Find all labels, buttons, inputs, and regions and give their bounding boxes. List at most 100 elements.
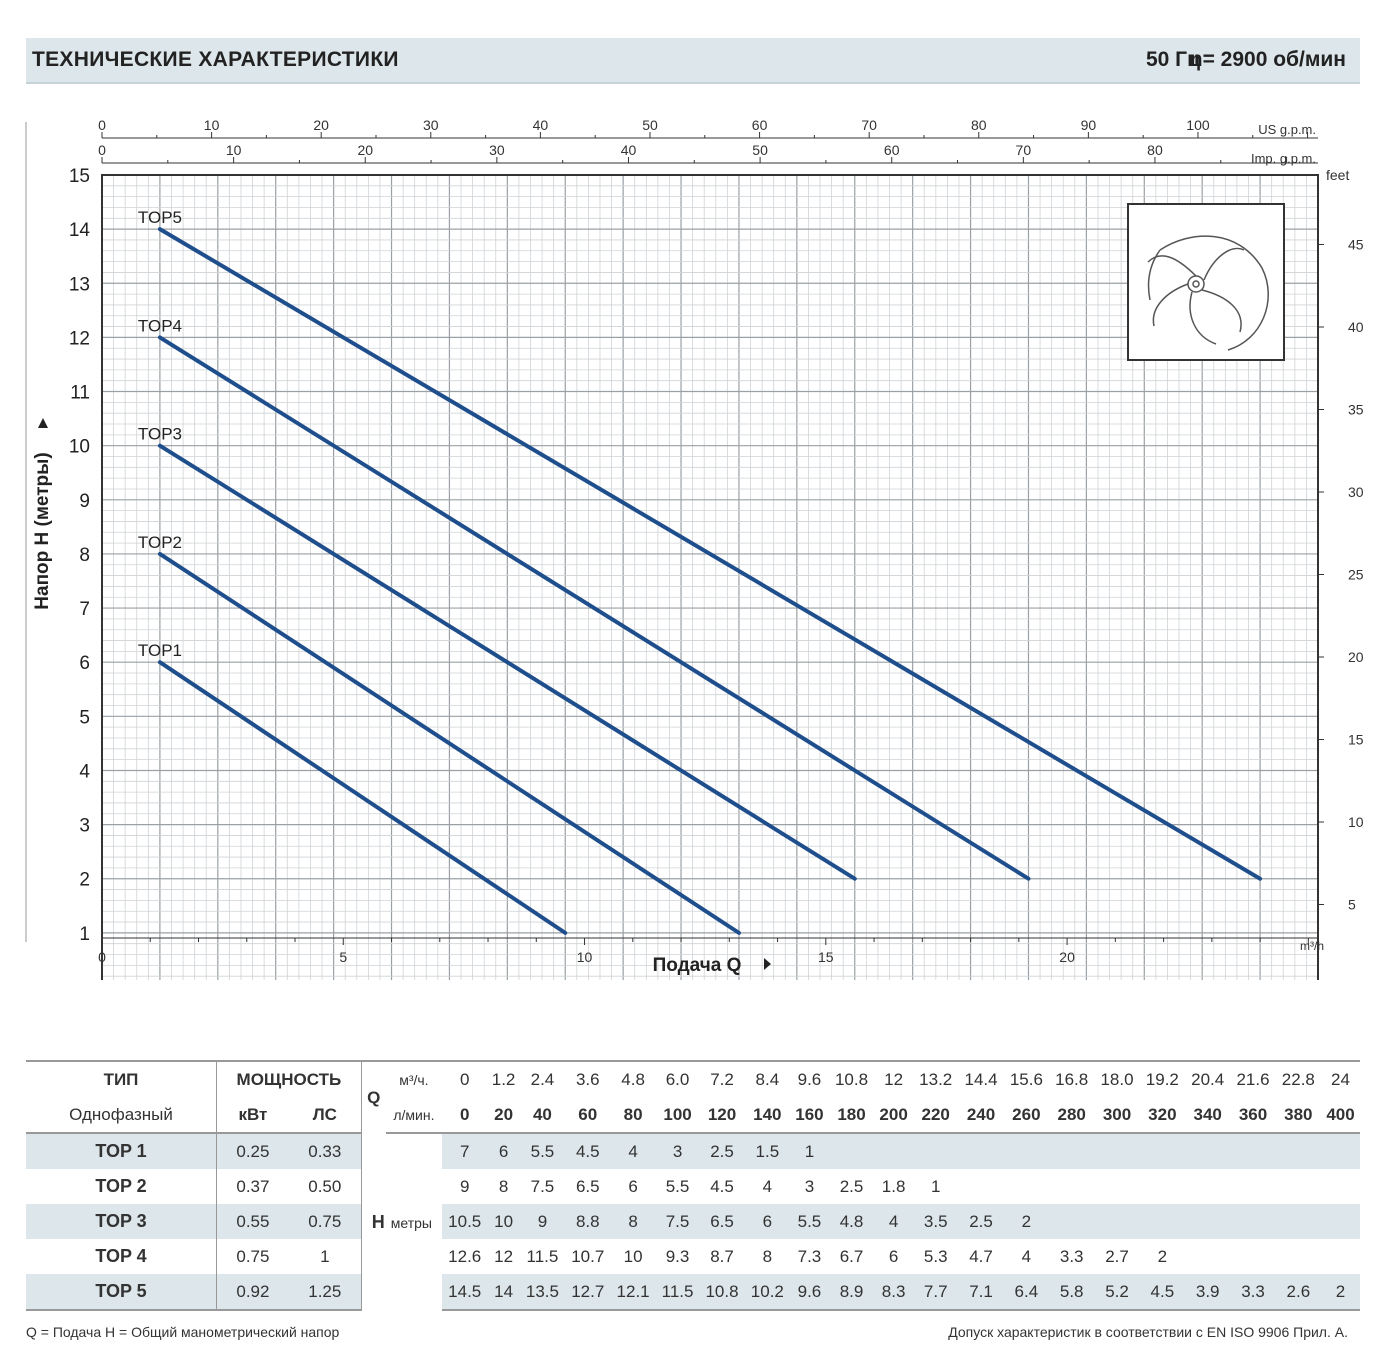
pump-curve-chart: 0204060801001201401601802002202402602803… <box>25 117 1364 980</box>
impgpm-tick-label: 40 <box>621 142 637 158</box>
head-value: 1.8 <box>881 1176 906 1196</box>
head-value: 7.7 <box>913 1274 959 1311</box>
lmin-value: 0 <box>442 1097 488 1134</box>
frequency-label: 50 Гц <box>1145 48 1200 71</box>
feet-tick-label: 35 <box>1348 401 1364 417</box>
model-name: TOP 4 <box>95 1246 147 1266</box>
head-value: 8.8 <box>565 1204 611 1239</box>
head-value: 4 <box>610 1133 656 1169</box>
kw-value: 0.55 <box>215 1204 289 1239</box>
m3h-tick-label: 5 <box>339 949 347 965</box>
head-value: 5.8 <box>1049 1274 1095 1311</box>
head-value: 10 <box>487 1204 520 1239</box>
head-value: 11.5 <box>526 1246 559 1266</box>
series-line-top5 <box>157 227 1263 881</box>
m3h-tick-label: 10 <box>577 949 593 965</box>
table-row: TOP 4 0.75 1 12.6 12 11.5 10.7 10 9.3 8.7 8 7.3 6.7 6… <box>26 1239 1360 1274</box>
m3h-value: 8.4 <box>744 1060 790 1097</box>
head-value <box>913 1133 959 1169</box>
lmin-unit-header: л/мин. <box>385 1097 443 1134</box>
usgpm-tick-label: 10 <box>204 117 220 133</box>
head-value <box>1185 1204 1231 1239</box>
lmin-value: 400 <box>1321 1097 1360 1134</box>
head-value <box>1094 1169 1139 1204</box>
y-tick-label: 7 <box>79 599 90 620</box>
lmin-value: 80 <box>610 1097 656 1134</box>
series-line-top2 <box>157 551 741 935</box>
head-value: 7.3 <box>797 1246 822 1266</box>
head-value <box>1275 1204 1321 1239</box>
m3h-value: 3.6 <box>565 1060 611 1097</box>
lmin-value: 120 <box>699 1097 745 1134</box>
head-value <box>1230 1239 1275 1274</box>
head-value: 2.5 <box>699 1133 745 1169</box>
head-value: 10.5 <box>442 1204 488 1239</box>
usgpm-tick-label: 100 <box>1186 117 1210 133</box>
head-value: 5.5 <box>790 1204 829 1239</box>
head-value <box>1321 1239 1360 1274</box>
head-value: 6.5 <box>575 1176 600 1196</box>
head-value: 8 <box>610 1204 656 1239</box>
m3h-unit-header: м³/ч. <box>385 1060 443 1097</box>
table-header-row: Однофазный кВт ЛС л/мин. 0 20 40 60 80 100 120 140 1… <box>26 1097 1360 1134</box>
m3h-value: 20.4 <box>1185 1060 1231 1097</box>
head-value <box>1049 1133 1095 1169</box>
y-tick-label: 3 <box>79 816 90 837</box>
feet-tick-label: 40 <box>1348 319 1364 335</box>
feet-tick-label: 5 <box>1348 896 1356 912</box>
head-value: 10.7 <box>571 1246 605 1266</box>
model-name: TOP 1 <box>26 1133 217 1169</box>
y-tick-label: 10 <box>69 437 90 458</box>
series-line-top1 <box>157 660 568 935</box>
impgpm-unit-label: Imp. g.p.m. <box>1251 151 1316 166</box>
head-value <box>958 1169 1003 1204</box>
lmin-value: 180 <box>828 1097 875 1134</box>
head-value: 10 <box>623 1246 643 1266</box>
hp-value: 0.75 <box>288 1204 362 1239</box>
lmin-value: 60 <box>565 1097 611 1134</box>
phase-header: Однофазный <box>26 1097 217 1134</box>
head-value: 4.8 <box>828 1204 875 1239</box>
usgpm-tick-label: 40 <box>533 117 549 133</box>
head-value: 1.5 <box>744 1133 790 1169</box>
impgpm-tick-label: 60 <box>884 142 900 158</box>
footer-legend: Q = Подача H = Общий манометрический нап… <box>26 1324 340 1340</box>
head-value: 7.1 <box>958 1274 1004 1311</box>
head-value: 3 <box>655 1133 700 1169</box>
m3h-value: 6.0 <box>655 1060 700 1097</box>
impgpm-tick-label: 70 <box>1016 142 1032 158</box>
feet-tick-label: 20 <box>1348 649 1364 665</box>
head-value: 12.7 <box>565 1274 611 1311</box>
head-value: 8 <box>498 1176 509 1196</box>
head-value <box>1003 1133 1050 1169</box>
head-value: 7.5 <box>530 1176 555 1196</box>
head-value: 14 <box>487 1274 520 1311</box>
head-value: 7 <box>442 1133 488 1169</box>
lmin-value: 160 <box>790 1097 829 1134</box>
plot-frame <box>101 174 1319 980</box>
head-value: 6 <box>628 1176 638 1196</box>
head-value: 12 <box>494 1246 514 1266</box>
head-value: 3.3 <box>1059 1246 1084 1266</box>
y-tick-label: 4 <box>79 761 90 782</box>
lmin-value: 360 <box>1230 1097 1276 1134</box>
head-value: 8.9 <box>828 1274 875 1311</box>
head-value: 2.6 <box>1275 1274 1321 1311</box>
feet-unit-label: feet <box>1326 167 1349 183</box>
m3h-value: 4.8 <box>610 1060 656 1097</box>
head-value: 6.7 <box>839 1246 864 1266</box>
head-value <box>1185 1169 1230 1204</box>
head-value: 9 <box>459 1176 470 1196</box>
type-header: ТИП <box>26 1060 217 1097</box>
feet-tick-label: 45 <box>1348 236 1364 252</box>
head-value <box>1049 1204 1095 1239</box>
table-row: TOP 2 0.37 0.50 9 8 7.5 6.5 6 5.5 4.5 4 3 2.5 1.8 1 <box>26 1169 1360 1204</box>
m3h-value: 22.8 <box>1275 1060 1321 1097</box>
head-value <box>828 1133 875 1169</box>
head-value <box>1094 1204 1140 1239</box>
table-row: TOP 3 0.55 0.75 10.5 10 9 8.8 8 7.5 6.5 6 5.5 4.8 4 3.… <box>26 1204 1360 1239</box>
head-value: 4 <box>1021 1246 1032 1266</box>
hp-value: 1 <box>320 1246 330 1266</box>
